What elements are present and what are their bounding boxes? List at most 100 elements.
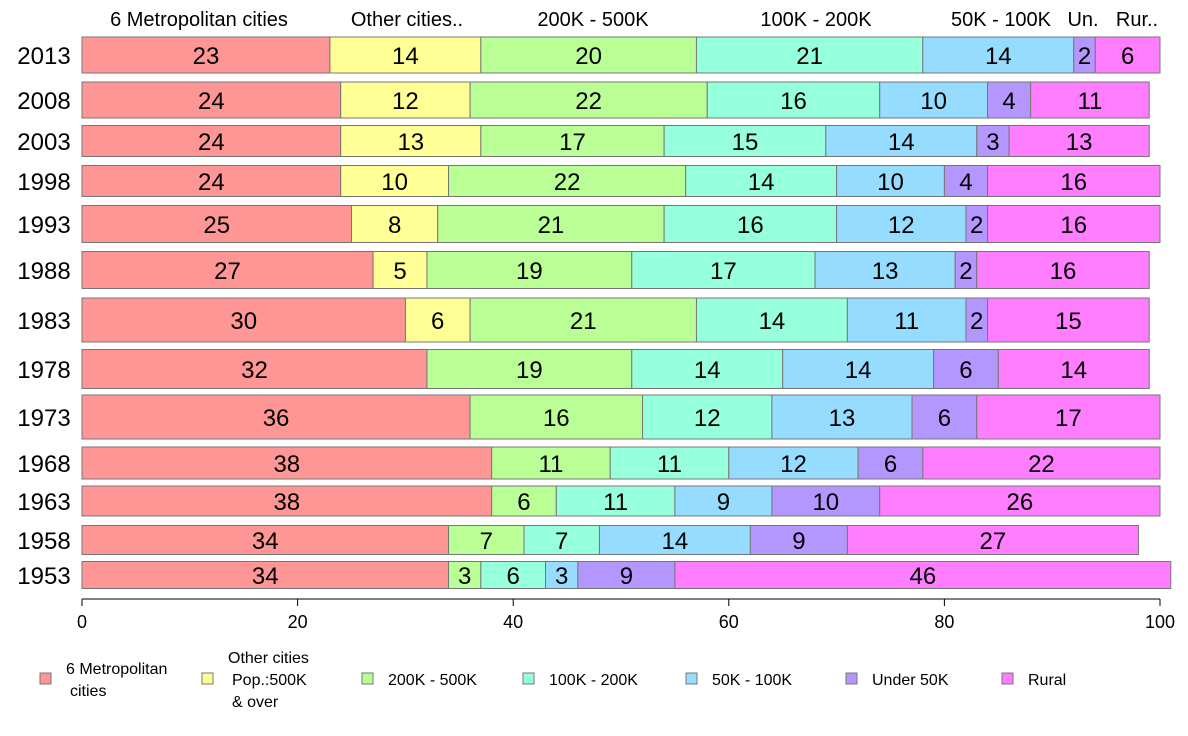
bar-segment-1998-s5 [943,165,989,197]
bar-segment-1968-s4 [728,446,859,480]
data-label-1988-s3: 17 [710,258,737,285]
year-label-1978: 1978 [17,357,70,384]
bar-segment-2008-s6 [1030,81,1150,119]
bar-row-1953: 1953 34 3 6 3 9 46 [17,561,1172,590]
legend: 6 Metropolitan cities Other cities Pop.:500… [39,650,1066,711]
data-label-2008-s2: 22 [575,88,602,115]
data-label-1993-s2: 21 [538,212,565,239]
year-label-2013: 2013 [17,43,70,70]
data-label-1998-s3: 14 [748,169,775,196]
column-header-0: 6 Metropolitan cities [110,9,288,31]
legend-swatch-3 [522,672,535,685]
data-label-2003-s5: 3 [986,129,999,156]
data-label-1958-s0: 34 [252,528,279,555]
bar-segment-1998-s2 [448,165,687,197]
data-label-1968-s6: 22 [1028,451,1055,478]
bar-segment-1978-s5 [933,349,999,389]
data-label-2008-s1: 12 [392,88,419,115]
bar-segment-1968-s3 [609,446,730,480]
data-label-2013-s3: 21 [796,43,823,70]
legend-item-5: Under 50K [845,672,949,689]
legend-label-0: 6 Metropolitan cities [66,661,167,700]
bar-segment-1963-s3 [555,485,676,517]
data-label-2003-s4: 14 [888,129,915,156]
data-label-1978-s4: 14 [845,357,872,384]
bar-segment-1968-s6 [922,446,1161,480]
data-label-1973-s2: 16 [543,405,570,432]
bar-segment-1998-s3 [685,165,838,197]
bar-segment-1973-s0 [81,394,471,440]
bar-segment-1983-s2 [469,297,697,343]
data-label-2008-s4: 10 [920,88,947,115]
data-label-1998-s1: 10 [381,169,408,196]
data-label-1973-s6: 17 [1055,405,1082,432]
data-label-1963-s3: 11 [603,489,628,516]
data-label-1998-s0: 24 [198,169,225,196]
bar-row-1983: 1983 30 6 21 14 11 2 15 [17,297,1150,343]
bar-segment-2013-s6 [1094,36,1161,74]
legend-label-4: 50K - 100K [712,672,792,689]
bar-segment-2003-s3 [663,125,827,157]
bar-row-1958: 1958 34 7 7 14 9 27 [17,525,1139,555]
bar-segment-1988-s6 [976,251,1150,289]
bar-segment-1963-s6 [879,485,1161,517]
bar-segment-1968-s2 [491,446,611,480]
bar-segment-1993-s1 [351,205,439,243]
data-label-1983-s4: 11 [894,308,919,335]
bar-segment-2013-s3 [695,36,924,74]
bar-row-1978: 1978 32 19 14 14 6 14 [17,349,1150,389]
bar-row-1968: 1968 38 11 11 12 6 22 [17,446,1161,480]
bar-segment-1958-s3 [523,525,600,555]
data-label-2008-s0: 24 [198,88,225,115]
data-label-1983-s5: 2 [970,308,983,335]
data-label-1973-s4: 13 [829,405,856,432]
bar-segment-1993-s2 [437,205,665,243]
column-header-1: Other cities.. [351,9,463,31]
x-axis: 0 20 40 60 80 100 [77,598,1175,632]
data-label-1953-s3: 6 [507,563,520,590]
bar-segment-1998-s6 [987,165,1161,197]
bar-segment-2003-s6 [1008,125,1150,157]
data-label-1963-s6: 26 [1007,489,1034,516]
data-label-2003-s2: 17 [559,129,586,156]
bar-segment-2008-s5 [987,81,1032,119]
bar-segment-1993-s6 [987,205,1161,243]
legend-item-6: Rural [1001,672,1066,689]
x-tick-label-40: 40 [503,612,523,632]
data-label-1988-s5: 2 [959,258,972,285]
data-label-1958-s6: 27 [980,528,1007,555]
legend-swatch-2 [361,672,374,685]
data-label-1998-s6: 16 [1060,169,1087,196]
data-label-2008-s5: 4 [1002,88,1015,115]
data-label-1988-s6: 16 [1050,258,1077,285]
x-tick-label-80: 80 [934,612,954,632]
bar-segment-1998-s1 [340,165,450,197]
year-label-1983: 1983 [17,308,70,335]
legend-item-4: 50K - 100K [685,672,792,689]
bar-segment-1978-s3 [631,349,784,389]
bar-segment-2003-s4 [825,125,978,157]
data-label-1978-s6: 14 [1060,357,1087,384]
legend-label-6: Rural [1028,672,1066,689]
bar-segment-1988-s2 [426,251,633,289]
bar-segment-1983-s4 [846,297,967,343]
data-label-1993-s1: 8 [388,212,401,239]
data-label-1953-s0: 34 [252,563,279,590]
year-label-1968: 1968 [17,451,70,478]
bar-segment-2003-s0 [81,125,342,157]
bar-segment-1958-s6 [846,525,1139,555]
year-label-1998: 1998 [17,169,70,196]
legend-item-1: Other cities Pop.:500K & over [201,650,309,711]
bar-segment-1973-s3 [642,394,773,440]
bar-segment-2008-s1 [340,81,471,119]
bar-segment-2013-s4 [922,36,1075,74]
bar-segment-1993-s3 [663,205,838,243]
data-label-1993-s4: 12 [888,212,915,239]
legend-swatch-4 [685,672,698,685]
data-label-1998-s5: 4 [959,169,972,196]
data-label-2013-s0: 23 [193,43,220,70]
legend-swatch-0 [39,672,52,685]
data-label-1968-s5: 6 [884,451,897,478]
